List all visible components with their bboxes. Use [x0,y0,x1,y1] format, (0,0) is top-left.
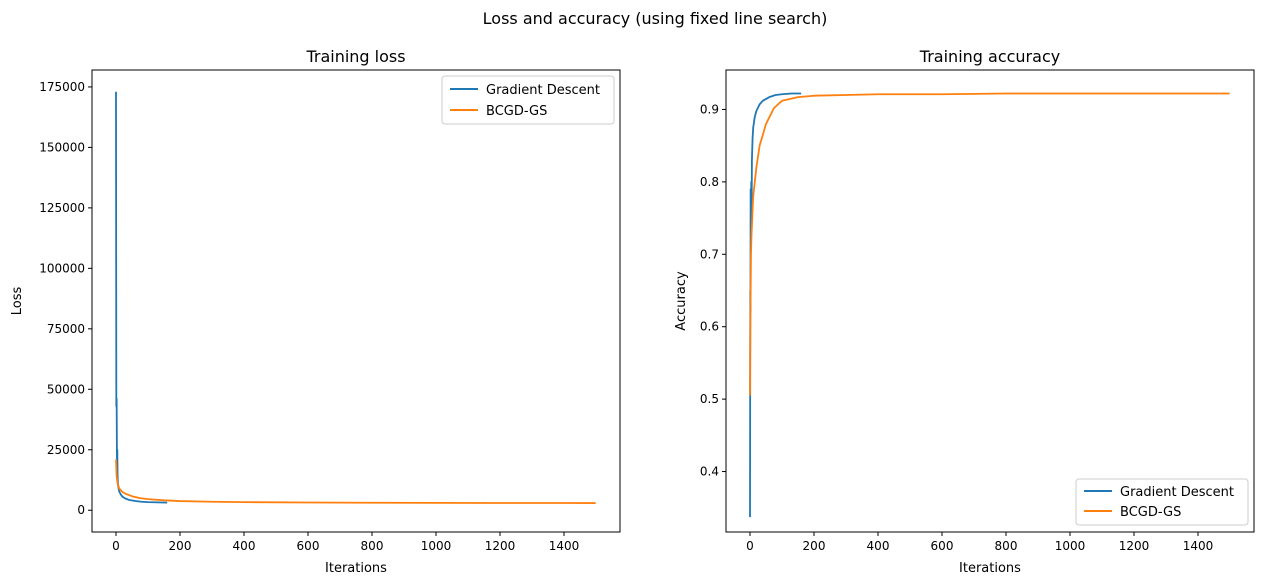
accuracy-ytick-label: 0.4 [700,465,719,479]
loss-chart-title: Training loss [305,47,405,66]
loss-xtick-label: 1400 [549,539,580,553]
loss-chart-frame [91,69,621,533]
accuracy-series-bcgd-gs-line [749,92,1230,396]
accuracy-chart-legend: Gradient Descent BCGD-GS [1075,478,1249,526]
loss-ytick-label: 125000 [39,201,85,215]
loss-ytick-label: 0 [77,503,85,517]
accuracy-xtick-label: 800 [995,539,1018,553]
loss-chart-ylabel: Loss [10,287,25,316]
accuracy-ytick-label: 0.8 [700,175,719,189]
accuracy-chart-title: Training accuracy [919,47,1060,66]
accuracy-xtick-label: 200 [803,539,826,553]
accuracy-chart-xlabel: Iterations [959,561,1021,576]
accuracy-chart-frame [725,69,1255,533]
accuracy-xtick-label: 1400 [1183,539,1214,553]
accuracy-xtick-label: 600 [931,539,954,553]
loss-xtick-label: 600 [297,539,320,553]
loss-ytick-label: 50000 [47,382,85,396]
accuracy-chart-series [749,92,1230,518]
loss-series-gradient-descent-line [115,91,168,504]
loss-legend-box [441,75,615,125]
loss-xtick-label: 0 [112,539,120,553]
loss-chart-xlabel: Iterations [325,561,387,576]
accuracy-legend-gd-label: Gradient Descent [1120,485,1234,500]
loss-legend-bcgd-label: BCGD-GS [486,104,547,119]
loss-xtick-label: 1200 [485,539,516,553]
loss-xtick-label: 400 [233,539,256,553]
loss-xtick-label: 1000 [421,539,452,553]
accuracy-ytick-label: 0.6 [700,320,719,334]
accuracy-legend-bcgd-label: BCGD-GS [1120,505,1181,520]
accuracy-xtick-label: 400 [867,539,890,553]
loss-chart-xticks: 0 200 400 600 800 1000 1200 1400 [112,532,579,553]
accuracy-chart-xticks: 0 200 400 600 800 1000 1200 1400 [746,532,1213,553]
accuracy-ytick-label: 0.9 [700,102,719,116]
loss-xtick-label: 200 [169,539,192,553]
loss-ytick-label: 150000 [39,140,85,154]
loss-chart: Training loss 0 200 400 600 800 1000 1200 1400 … [10,47,621,576]
accuracy-series-gradient-descent-line [749,92,802,518]
figure-suptitle: Loss and accuracy (using fixed line sear… [483,9,828,28]
accuracy-xtick-label: 0 [746,539,754,553]
accuracy-chart-ylabel: Accuracy [674,271,689,331]
loss-ytick-label: 175000 [39,80,85,94]
loss-ytick-label: 25000 [47,443,85,457]
accuracy-xtick-label: 1200 [1119,539,1150,553]
accuracy-chart-yticks: 0.4 0.5 0.6 0.7 0.8 0.9 [700,102,726,479]
accuracy-legend-box [1075,478,1249,526]
loss-ytick-label: 75000 [47,322,85,336]
accuracy-ytick-label: 0.5 [700,392,719,406]
loss-legend-gd-label: Gradient Descent [486,83,600,98]
loss-xtick-label: 800 [361,539,384,553]
loss-chart-yticks: 0 25000 50000 75000 100000 125000 150000 175000 [39,80,92,517]
loss-chart-legend: Gradient Descent BCGD-GS [441,75,615,125]
accuracy-xtick-label: 1000 [1055,539,1086,553]
accuracy-chart: Training accuracy 0 200 400 600 800 1000 1200 1… [674,47,1255,576]
loss-chart-series [115,91,596,504]
loss-ytick-label: 100000 [39,261,85,275]
accuracy-ytick-label: 0.7 [700,247,719,261]
loss-series-bcgd-gs-line [115,459,596,504]
